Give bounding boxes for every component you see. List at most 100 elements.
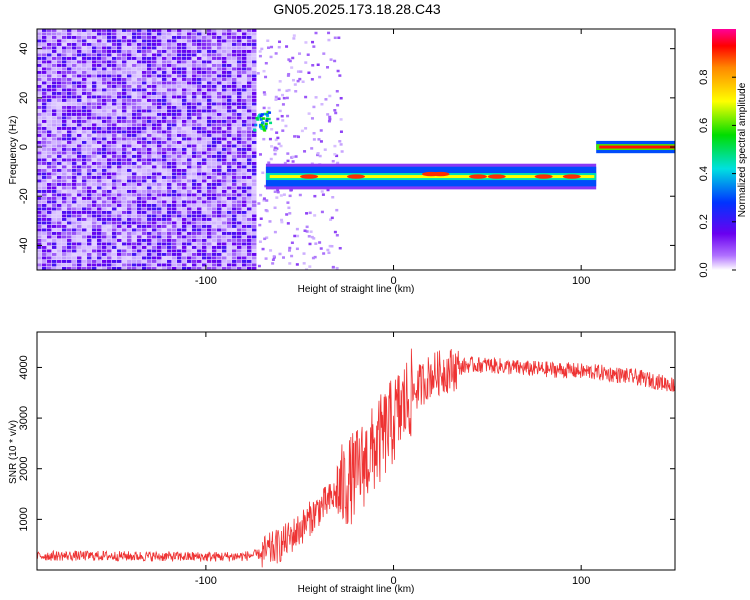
noise-cell bbox=[202, 162, 207, 165]
noise-cell bbox=[117, 144, 122, 148]
noise-cell bbox=[72, 53, 77, 57]
noise-cell bbox=[102, 32, 107, 36]
noise-cell bbox=[37, 179, 42, 183]
noise-cell bbox=[37, 99, 42, 102]
noise-cell bbox=[227, 169, 232, 172]
noise-cell bbox=[77, 74, 82, 78]
noise-cell bbox=[187, 67, 192, 71]
noise-cell bbox=[172, 120, 177, 123]
noise-cell bbox=[142, 67, 147, 71]
noise-cell bbox=[167, 102, 172, 106]
noise-cell bbox=[62, 148, 67, 151]
noise-cell bbox=[252, 207, 257, 211]
noise-cell bbox=[202, 92, 207, 95]
noise-cell bbox=[92, 260, 97, 263]
noise-cell bbox=[62, 214, 67, 218]
noise-cell bbox=[212, 144, 217, 148]
noise-cell bbox=[142, 232, 147, 235]
noise-cell bbox=[47, 214, 52, 218]
sparse-noise-cell bbox=[285, 96, 289, 100]
noise-cell bbox=[177, 78, 182, 81]
sparse-noise-cell bbox=[287, 206, 291, 210]
noise-cell bbox=[252, 32, 257, 36]
noise-cell bbox=[112, 116, 117, 120]
noise-cell bbox=[87, 57, 92, 60]
noise-cell bbox=[52, 211, 57, 214]
noise-cell bbox=[72, 78, 77, 81]
noise-cell bbox=[82, 78, 87, 81]
spectrogram-y-tick-label: 20 bbox=[18, 92, 30, 104]
noise-cell bbox=[77, 232, 82, 235]
noise-cell bbox=[112, 204, 117, 207]
noise-cell bbox=[132, 256, 137, 260]
noise-cell bbox=[212, 256, 217, 260]
noise-cell bbox=[172, 246, 177, 249]
noise-cell bbox=[177, 85, 182, 88]
sparse-noise-cell bbox=[270, 45, 274, 49]
noise-cell bbox=[107, 123, 112, 127]
noise-cell bbox=[162, 235, 167, 239]
noise-cell bbox=[237, 200, 242, 204]
noise-cell bbox=[192, 183, 197, 186]
noise-cell bbox=[142, 190, 147, 193]
noise-cell bbox=[217, 116, 222, 120]
noise-cell bbox=[227, 130, 232, 134]
noise-cell bbox=[212, 176, 217, 179]
noise-cell bbox=[77, 109, 82, 113]
sparse-noise-cell bbox=[283, 161, 287, 165]
noise-cell bbox=[252, 57, 257, 60]
noise-cell bbox=[132, 200, 137, 204]
noise-cell bbox=[157, 137, 162, 141]
noise-cell bbox=[62, 207, 67, 211]
noise-cell bbox=[242, 123, 247, 127]
noise-cell bbox=[182, 102, 187, 106]
noise-cell bbox=[227, 221, 232, 225]
noise-cell bbox=[232, 193, 237, 197]
noise-cell bbox=[132, 242, 137, 246]
noise-cell bbox=[112, 102, 117, 106]
sparse-noise-cell bbox=[312, 45, 316, 48]
noise-cell bbox=[127, 113, 132, 116]
noise-cell bbox=[52, 235, 57, 239]
noise-cell bbox=[247, 197, 252, 200]
noise-cell bbox=[102, 253, 107, 256]
noise-cell bbox=[37, 113, 42, 116]
noise-cell bbox=[182, 120, 187, 123]
noise-cell bbox=[52, 190, 57, 193]
noise-cell bbox=[47, 130, 52, 134]
noise-cell bbox=[157, 165, 162, 169]
sparse-noise-cell bbox=[278, 109, 282, 113]
noise-cell bbox=[47, 85, 52, 88]
noise-cell bbox=[197, 43, 202, 46]
noise-cell bbox=[112, 141, 117, 144]
noise-cell bbox=[182, 50, 187, 53]
noise-cell bbox=[132, 64, 137, 67]
noise-cell bbox=[157, 67, 162, 71]
noise-cell bbox=[237, 158, 242, 162]
noise-cell bbox=[242, 141, 247, 144]
spectrogram-y-tick-label: 0 bbox=[18, 144, 30, 150]
noise-cell bbox=[107, 46, 112, 50]
noise-cell bbox=[67, 78, 72, 81]
noise-cell bbox=[37, 39, 42, 43]
noise-cell bbox=[72, 60, 77, 64]
noise-cell bbox=[62, 109, 67, 113]
noise-cell bbox=[202, 141, 207, 144]
noise-cell bbox=[82, 144, 87, 148]
noise-cell bbox=[187, 155, 192, 158]
noise-cell bbox=[102, 120, 107, 123]
noise-cell bbox=[152, 221, 157, 225]
noise-cell bbox=[92, 197, 97, 200]
noise-cell bbox=[172, 134, 177, 137]
noise-cell bbox=[157, 158, 162, 162]
noise-cell bbox=[127, 214, 132, 218]
snr-x-tick-label: 100 bbox=[572, 575, 590, 587]
noise-cell bbox=[87, 102, 92, 106]
sparse-noise-cell bbox=[276, 136, 280, 140]
noise-cell bbox=[227, 260, 232, 263]
noise-cell bbox=[117, 214, 122, 218]
noise-cell bbox=[187, 193, 192, 197]
noise-cell bbox=[107, 197, 112, 200]
colorbar-ticks: 0.00.20.40.60.8 bbox=[698, 70, 736, 278]
noise-cell bbox=[202, 267, 207, 270]
